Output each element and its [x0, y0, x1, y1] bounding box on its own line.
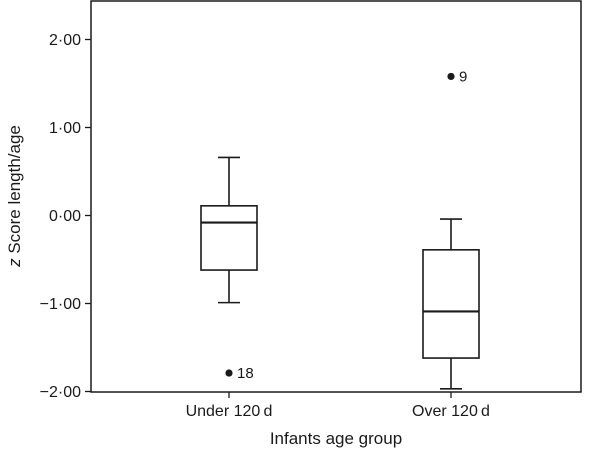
y-tick-label: −1·00	[40, 296, 81, 313]
y-axis-label-italic: z	[5, 258, 24, 268]
y-tick-label: 1·00	[49, 120, 81, 137]
box-group: 18	[200, 156, 258, 382]
y-axis-label: z Score length/age	[5, 125, 24, 268]
y-tick-label: −2·00	[40, 384, 81, 401]
outlier-point	[225, 369, 233, 377]
x-axis-label: Infants age group	[270, 429, 402, 448]
outlier-label: 18	[237, 365, 254, 382]
x-axis: Under 120 d Over 120 d	[186, 392, 490, 420]
box-group: 9	[422, 68, 480, 390]
x-tick-label: Over 120 d	[412, 403, 490, 420]
y-axis: 2·00 1·00 0·00 −1·00 −2·00	[40, 32, 91, 401]
outlier-point	[447, 72, 455, 81]
plot-frame	[90, 0, 582, 393]
x-tick-label: Under 120 d	[186, 403, 273, 420]
iqr-box	[200, 205, 258, 271]
y-axis-label-text: Score length/age	[5, 125, 24, 258]
outlier-label: 9	[459, 68, 467, 85]
iqr-box	[422, 249, 480, 359]
boxes-layer: 18 9	[200, 68, 480, 390]
y-tick-label: 0·00	[49, 208, 81, 225]
y-tick-label: 2·00	[49, 32, 81, 49]
